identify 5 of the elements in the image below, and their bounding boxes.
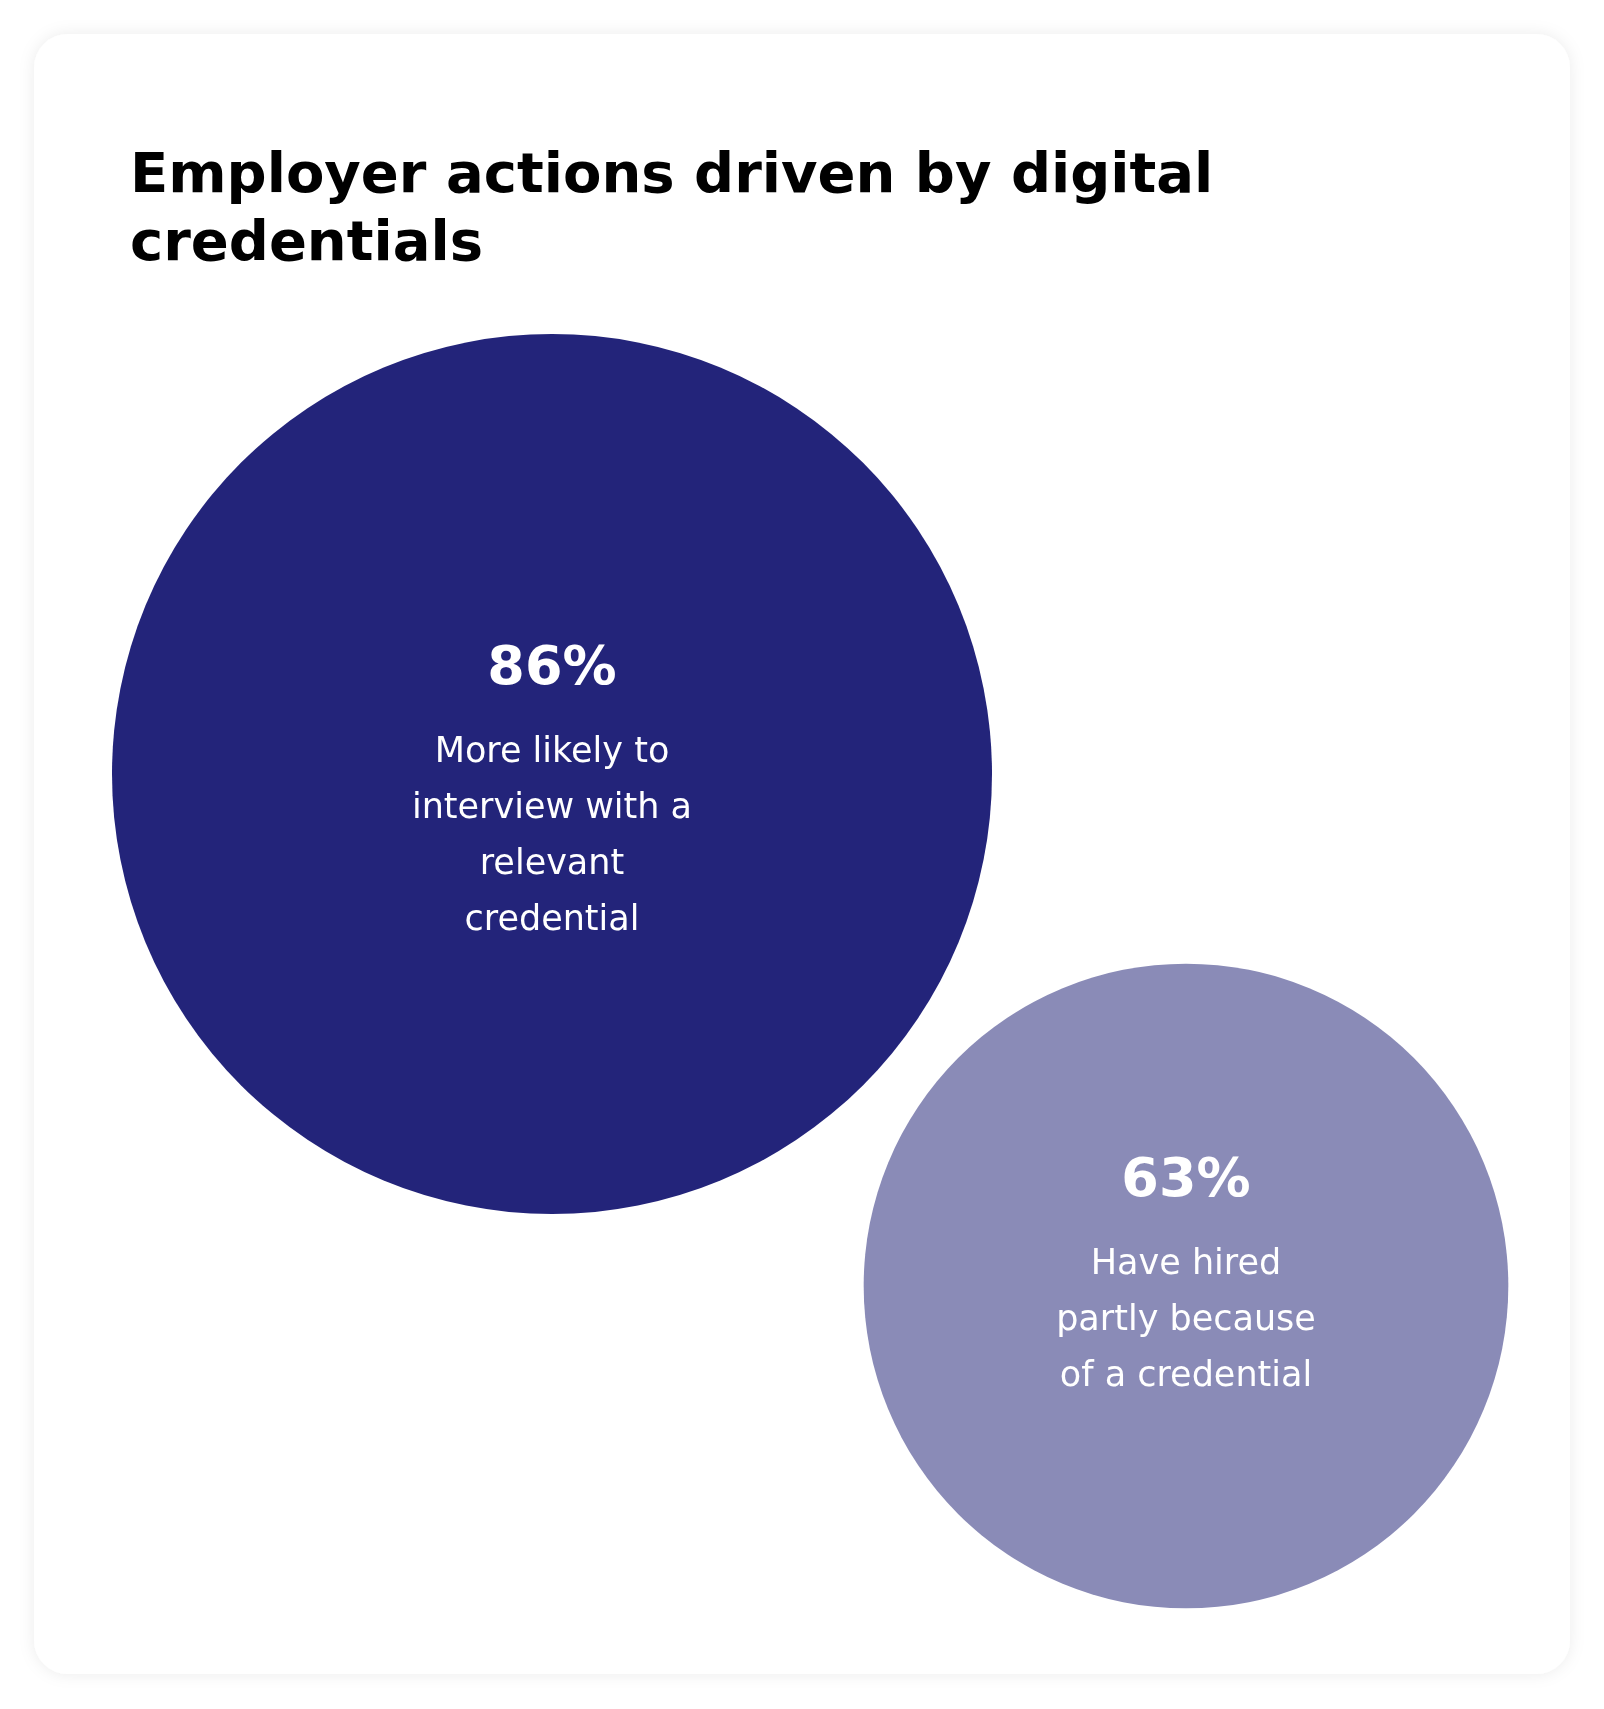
text: Employer actions driven by digital credentials: [130, 140, 1214, 273]
data-label: 63%: [1121, 1146, 1251, 1209]
data-label: 86%: [487, 634, 617, 697]
category-label: More likely to interview with a relevant credential: [411, 730, 693, 938]
category-label: Have hired partly because of a credential: [1056, 1242, 1316, 1394]
